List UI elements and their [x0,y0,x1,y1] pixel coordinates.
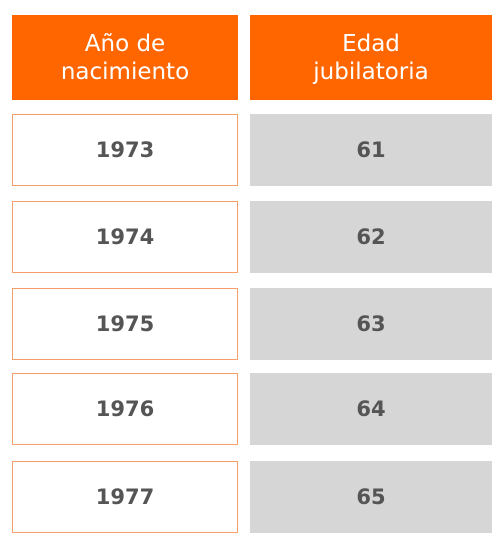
year-cell: 1973 [12,114,238,186]
age-cell: 62 [250,201,492,273]
age-cell: 63 [250,288,492,360]
age-cell: 65 [250,461,492,533]
age-cell: 64 [250,373,492,445]
year-cell: 1976 [12,373,238,445]
year-cell: 1974 [12,201,238,273]
header-retirement-age-line1: Edad [342,30,400,57]
header-birth-year: Año de nacimiento [12,15,238,100]
age-cell: 61 [250,114,492,186]
year-cell: 1975 [12,288,238,360]
header-retirement-age-line2: jubilatoria [313,58,429,85]
year-cell: 1977 [12,461,238,533]
header-birth-year-line1: Año de [84,30,166,57]
header-retirement-age: Edad jubilatoria [250,15,492,100]
header-birth-year-line2: nacimiento [60,58,190,85]
